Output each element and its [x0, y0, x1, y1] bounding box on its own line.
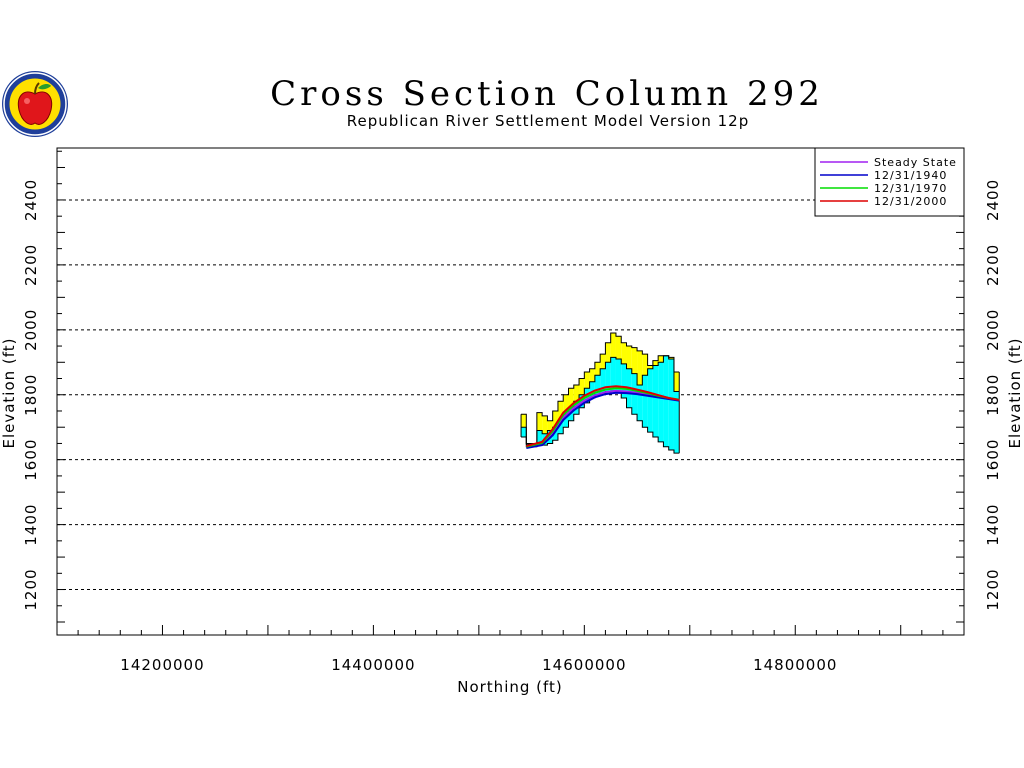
- lower-layer-cell: [637, 385, 643, 421]
- y-tick-label-left: 1400: [22, 504, 40, 546]
- lower-layer-cell: [668, 359, 674, 450]
- lower-layer-cell: [615, 359, 622, 393]
- lower-layer-cell: [605, 362, 611, 392]
- grid-lines: [57, 199, 964, 591]
- upper-layer-cell: [557, 401, 564, 421]
- lower-layer-cell: [652, 365, 659, 437]
- y-tick-label-left: 1200: [22, 568, 40, 610]
- lower-layer-cell: [673, 391, 680, 454]
- lower-layer-cell: [658, 362, 664, 442]
- x-axis-label: Northing (ft): [457, 678, 563, 696]
- state-seal-logo: [2, 71, 68, 137]
- upper-layer-cell: [652, 360, 659, 366]
- y-tick-label-left: 1600: [22, 439, 40, 481]
- axis-ticks: 1200 1200 1400 1400 1600 1600 1800 1800 2000 2000…: [22, 150, 1002, 674]
- upper-layer-cell: [610, 333, 616, 358]
- upper-layer-cell: [568, 388, 574, 408]
- x-tick-label: 14400000: [331, 656, 415, 674]
- upper-layer-cell: [615, 336, 622, 360]
- upper-layer-cell: [579, 378, 585, 395]
- upper-layer-cell: [642, 354, 648, 376]
- upper-layer-cell: [668, 357, 674, 360]
- y-tick-label-right: 2000: [984, 309, 1002, 351]
- series-line: [526, 391, 680, 449]
- lower-layer-cell: [584, 388, 590, 403]
- upper-layer-cell: [600, 354, 606, 369]
- lower-layer-cell: [521, 427, 527, 437]
- legend-label: Steady State: [874, 156, 957, 169]
- chart-subtitle: Republican River Settlement Model Versio…: [347, 112, 749, 130]
- upper-layer-cell: [621, 342, 627, 364]
- upper-layer-cell: [521, 414, 527, 428]
- plot-frame: [56, 147, 965, 636]
- x-tick-label: 14800000: [753, 656, 837, 674]
- upper-layer-cell: [631, 347, 638, 374]
- y-tick-label-right: 1200: [984, 568, 1002, 610]
- upper-layer-cell: [536, 412, 543, 431]
- y-tick-label-right: 2400: [984, 179, 1002, 221]
- upper-layer-cell: [584, 372, 590, 389]
- lower-layer-cell: [642, 375, 648, 428]
- series-line: [526, 385, 680, 448]
- upper-layer-cell: [573, 385, 580, 402]
- upper-layer-cell: [542, 415, 548, 434]
- upper-layer-cell: [589, 368, 595, 382]
- upper-layer-cell: [626, 346, 632, 369]
- y-tick-label-right: 2200: [984, 244, 1002, 286]
- lower-layer-cell: [552, 427, 558, 441]
- upper-layer-cell: [594, 362, 601, 376]
- y-tick-label-left: 1800: [22, 374, 40, 416]
- lower-layer-cell: [647, 368, 653, 433]
- legend-label: 12/31/1940: [874, 169, 947, 182]
- y-tick-label-right: 1800: [984, 374, 1002, 416]
- y-axis-label-right: Elevation (ft): [1006, 337, 1024, 448]
- y-tick-label-left: 2000: [22, 309, 40, 351]
- upper-layer-cell: [563, 394, 569, 415]
- y-tick-label-right: 1400: [984, 504, 1002, 546]
- lower-layer-cell: [610, 357, 616, 391]
- lower-layer-cell: [594, 375, 601, 395]
- upper-layer-cell: [547, 420, 553, 431]
- x-tick-label: 14600000: [542, 656, 626, 674]
- upper-layer-cell: [647, 365, 653, 369]
- layer-boundary-top: [521, 332, 680, 444]
- y-tick-label-left: 2200: [22, 244, 40, 286]
- y-tick-label-left: 2400: [22, 179, 40, 221]
- upper-layer-cell: [552, 410, 558, 428]
- legend-box: [814, 147, 965, 217]
- lower-layer-cell: [621, 363, 627, 398]
- y-tick-label-right: 1600: [984, 439, 1002, 481]
- upper-layer-cell: [658, 355, 664, 363]
- lower-layer-cell: [568, 407, 574, 421]
- upper-layer-cell: [637, 350, 643, 386]
- series-lines: [526, 385, 680, 449]
- lower-layer-cell: [536, 430, 543, 444]
- chart-title: Cross Section Column 292: [270, 74, 824, 114]
- lower-layer-cell: [557, 420, 564, 434]
- y-axis-label-left: Elevation (ft): [0, 337, 18, 448]
- upper-layer-cell: [605, 342, 611, 363]
- lower-layer-cell: [600, 368, 606, 394]
- upper-layer-cell: [673, 372, 680, 392]
- legend: Steady State12/31/194012/31/197012/31/20…: [814, 147, 965, 217]
- lower-layer-cell: [663, 355, 669, 447]
- lower-layer-cell: [563, 414, 569, 428]
- legend-label: 12/31/2000: [874, 195, 947, 208]
- x-tick-label: 14200000: [120, 656, 204, 674]
- legend-label: 12/31/1970: [874, 182, 947, 195]
- lower-layer-cell: [589, 381, 595, 398]
